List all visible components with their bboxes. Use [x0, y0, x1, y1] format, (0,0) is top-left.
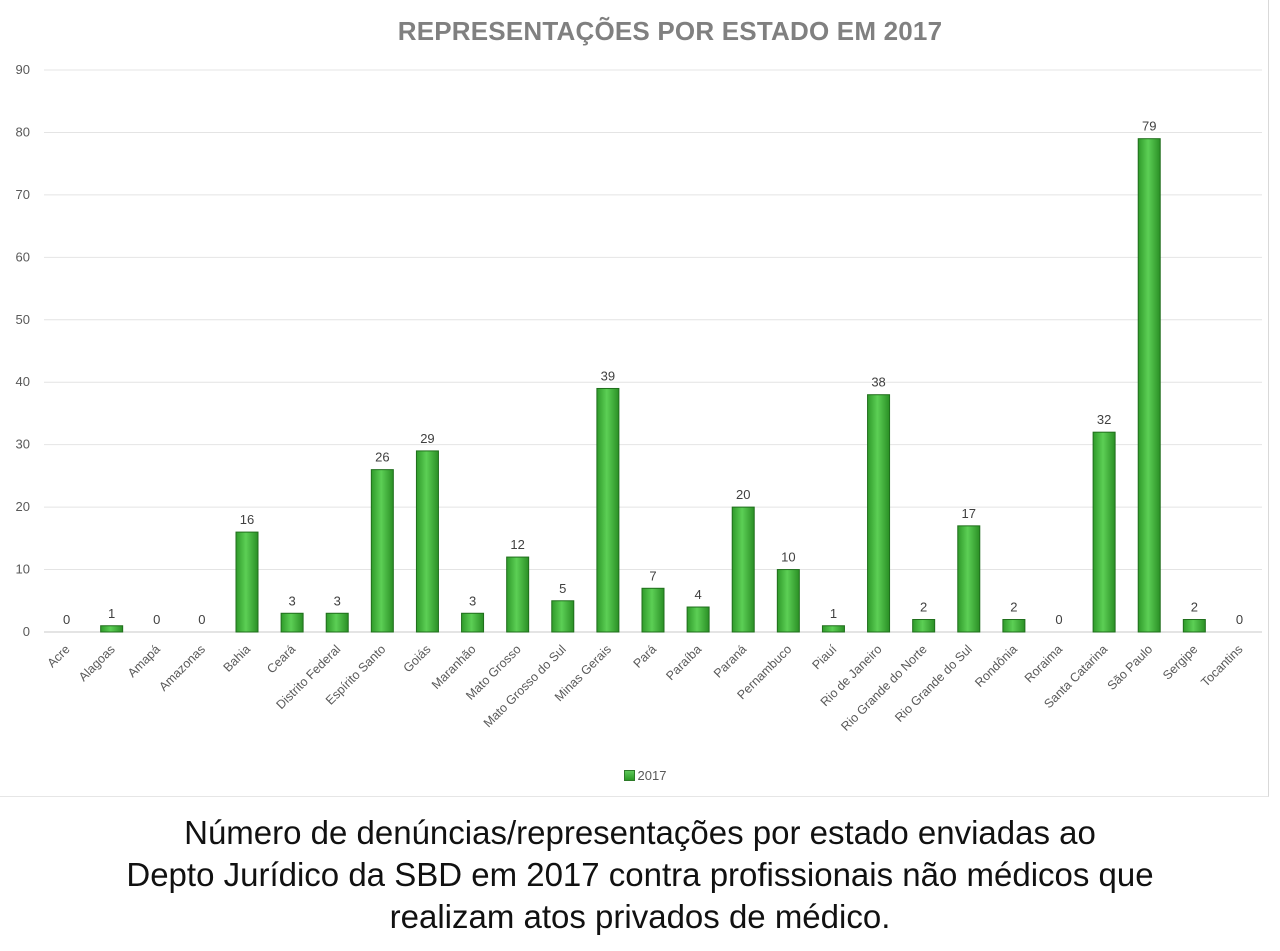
data-label: 17	[962, 506, 976, 521]
bar	[370, 469, 394, 633]
data-label: 2	[920, 600, 927, 615]
x-tick-label: Rio Grande do Norte	[838, 642, 929, 733]
data-label: 12	[510, 537, 524, 552]
data-label: 2	[1010, 600, 1017, 615]
data-label: 16	[240, 512, 254, 527]
bar	[686, 606, 710, 633]
bar	[325, 612, 349, 633]
x-tick-label: Amapá	[125, 642, 163, 680]
x-tick-label: Paraná	[711, 642, 749, 680]
chart-title: REPRESENTAÇÕES POR ESTADO EM 2017	[397, 16, 943, 46]
y-tick-label: 80	[16, 124, 30, 139]
bar	[461, 612, 485, 633]
data-label: 3	[288, 593, 295, 608]
data-label: 20	[736, 487, 750, 502]
data-label: 4	[694, 587, 701, 602]
data-label: 3	[469, 593, 476, 608]
bar	[1002, 619, 1026, 633]
bar	[731, 506, 755, 633]
caption-line-2: Depto Jurídico da SBD em 2017 contra pro…	[126, 856, 1154, 893]
x-tick-label: Paraíba	[663, 642, 704, 683]
data-label: 2	[1191, 600, 1198, 615]
x-tick-label: Goiás	[401, 642, 434, 675]
data-label: 1	[830, 606, 837, 621]
y-tick-label: 0	[23, 624, 30, 639]
data-label: 0	[63, 612, 70, 627]
bar	[776, 569, 800, 633]
x-tick-label: Rio Grande do Sul	[892, 642, 975, 725]
bar	[1182, 619, 1206, 633]
x-tick-label: Bahia	[221, 642, 254, 675]
data-label: 79	[1142, 119, 1156, 134]
x-tick-label: Amazonas	[156, 642, 208, 694]
bar	[100, 625, 124, 633]
bar	[280, 612, 304, 633]
legend-label: 2017	[637, 768, 667, 783]
x-tick-label: Acre	[45, 642, 73, 670]
x-tick-label: Rondônia	[972, 642, 1020, 690]
y-tick-label: 70	[16, 187, 30, 202]
x-tick-label: Tocantins	[1198, 642, 1245, 689]
data-label: 0	[1055, 612, 1062, 627]
bars	[100, 138, 1206, 633]
bar	[415, 450, 439, 633]
caption-line-1: Número de denúncias/representações por e…	[184, 814, 1096, 851]
bar	[1137, 138, 1161, 633]
x-tick-label: Piauí	[810, 642, 840, 672]
data-label: 0	[1236, 612, 1243, 627]
data-label: 39	[601, 368, 615, 383]
x-tick-label: Ceará	[264, 642, 298, 676]
bar	[641, 587, 665, 633]
y-tick-label: 40	[16, 374, 30, 389]
data-label: 26	[375, 450, 389, 465]
y-tick-label: 60	[16, 249, 30, 264]
bar	[867, 394, 891, 633]
x-tick-label: Mato Grosso do Sul	[481, 642, 569, 730]
legend-swatch	[623, 770, 635, 781]
data-label: 7	[649, 568, 656, 583]
x-tick-label: Alagoas	[76, 642, 118, 684]
bar	[596, 387, 620, 633]
y-tick-label: 10	[16, 562, 30, 577]
y-tick-label: 30	[16, 437, 30, 452]
data-label: 0	[198, 612, 205, 627]
bar	[912, 619, 936, 633]
y-tick-label: 20	[16, 499, 30, 514]
bar	[551, 600, 575, 633]
caption: Número de denúncias/representações por e…	[0, 812, 1280, 938]
bar	[235, 531, 259, 633]
y-tick-label: 50	[16, 312, 30, 327]
y-tick-label: 90	[16, 62, 30, 77]
bar	[821, 625, 845, 633]
bar	[957, 525, 981, 633]
x-tick-label: Roraima	[1022, 642, 1065, 685]
x-tick-label: Sergipe	[1160, 642, 1200, 682]
gridlines	[44, 69, 1262, 633]
chart-panel: 0 10 20 30 40 50 60 70 80 90 0 1 0 0 16 3 3 26 29 3 12 5 39 7 4…	[0, 0, 1269, 797]
data-label: 1	[108, 606, 115, 621]
data-label: 0	[153, 612, 160, 627]
data-label: 38	[871, 375, 885, 390]
legend: 2017	[0, 768, 1280, 783]
caption-line-3: realizam atos privados de médico.	[389, 898, 891, 935]
data-label: 10	[781, 550, 795, 565]
data-label: 5	[559, 581, 566, 596]
data-label: 3	[334, 593, 341, 608]
data-label: 32	[1097, 412, 1111, 427]
x-tick-label: Pará	[631, 642, 660, 671]
data-label: 29	[420, 431, 434, 446]
bar	[1092, 431, 1116, 633]
x-tick-label: São Paulo	[1105, 642, 1156, 693]
bar	[506, 556, 530, 633]
y-axis: 0 10 20 30 40 50 60 70 80 90	[16, 62, 30, 639]
